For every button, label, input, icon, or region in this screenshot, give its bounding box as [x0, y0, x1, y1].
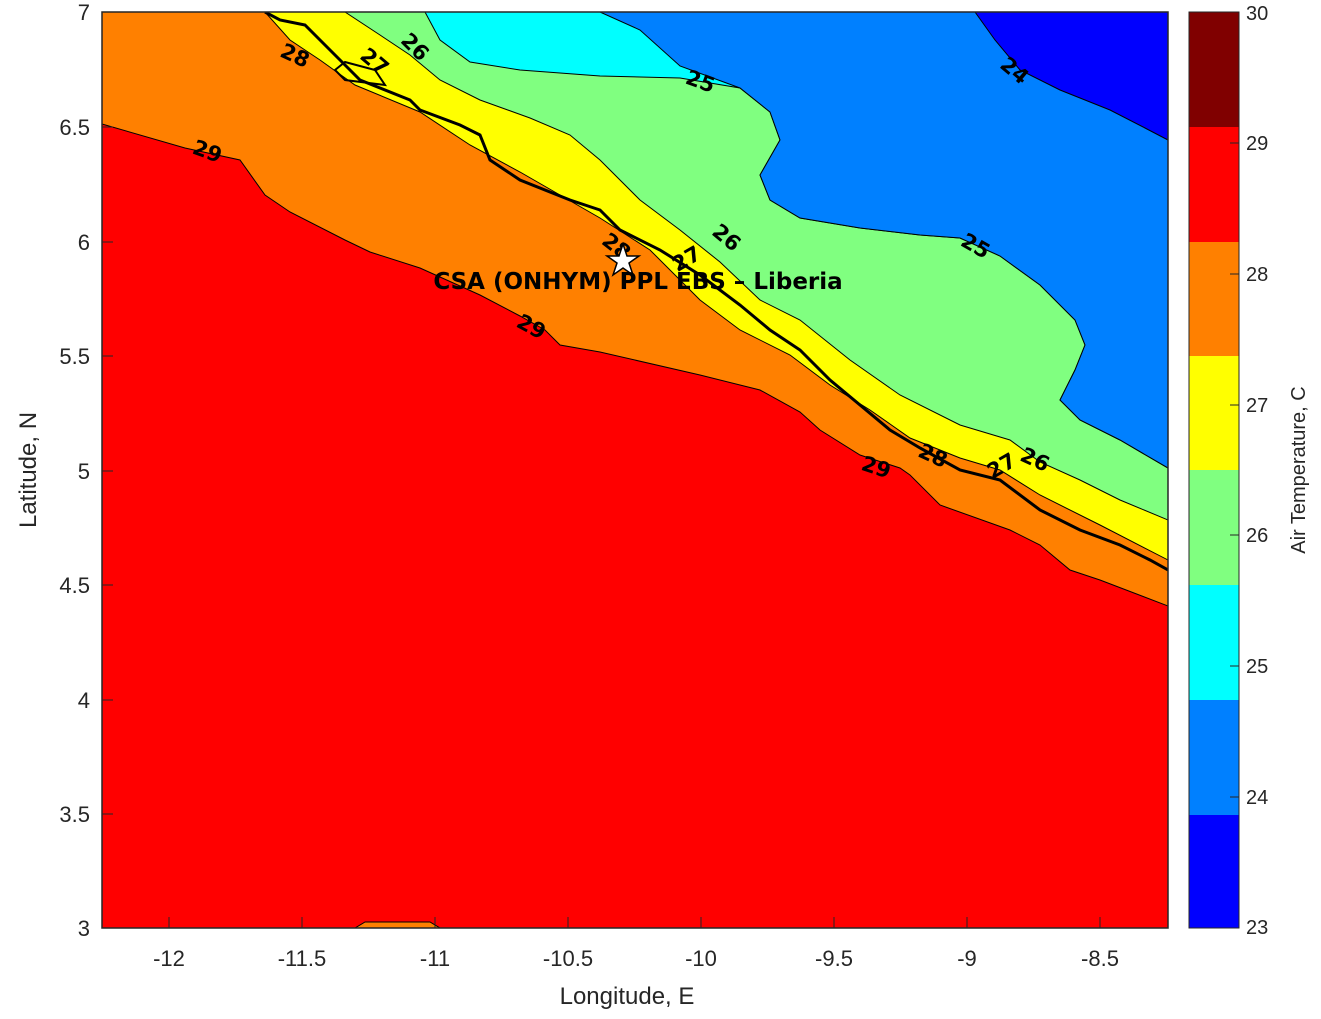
colorbar-swatch: [1189, 127, 1239, 242]
y-tick-label: 3: [78, 916, 90, 941]
x-axis-title: Longitude, E: [560, 983, 695, 1010]
site-label: CSA (ONHYM) PPL EBS – Liberia: [433, 269, 842, 295]
band-24-25: [599, 12, 1168, 469]
x-tick-label: -8.5: [1081, 946, 1119, 971]
x-tick-label: -9: [957, 946, 977, 971]
colorbar-swatch: [1189, 356, 1239, 470]
y-axis-title: Latitude, N: [15, 412, 42, 528]
colorbar: 23 24 25 26 27 28 29 30 Air Temperature,…: [1188, 3, 1310, 939]
x-tick-label: -9.5: [815, 946, 853, 971]
colorbar-title: Air Temperature, C: [1288, 386, 1310, 553]
colorbar-tick-label: 26: [1246, 525, 1268, 547]
colorbar-swatch: [1189, 585, 1239, 700]
y-tick-labels: 3 3.5 4 4.5 5 5.5 6 6.5 7: [59, 0, 90, 941]
x-tick-labels: -12 -11.5 -11 -10.5 -10 -9.5 -9 -8.5: [153, 946, 1119, 971]
colorbar-swatch: [1189, 700, 1239, 815]
x-tick-label: -10.5: [543, 946, 593, 971]
y-tick-label: 3.5: [59, 802, 90, 827]
y-tick-label: 4: [78, 688, 90, 713]
colorbar-tick-label: 28: [1246, 264, 1268, 286]
y-tick-label: 6.5: [59, 115, 90, 140]
site-marker: CSA (ONHYM) PPL EBS – Liberia: [433, 241, 843, 295]
y-tick-label: 7: [78, 0, 90, 25]
band-28-29-bottom: [354, 921, 441, 928]
x-tick-marks: [168, 917, 1101, 928]
colorbar-tick-label: 30: [1246, 3, 1268, 25]
colorbar-swatch: [1189, 242, 1239, 356]
y-tick-label: 5.5: [59, 344, 90, 369]
x-tick-label: -11: [420, 946, 450, 971]
colorbar-tick-label: 27: [1246, 395, 1268, 417]
contour-fill-layer: [102, 12, 1168, 928]
star-icon: [604, 241, 642, 277]
coastline: [264, 12, 1168, 572]
colorbar-swatch: [1189, 12, 1239, 127]
band-23-24: [974, 12, 1168, 141]
y-tick-label: 4.5: [59, 573, 90, 598]
x-tick-label: -11.5: [278, 946, 327, 971]
colorbar-tick-label: 24: [1246, 787, 1268, 809]
colorbar-frame: [1188, 11, 1240, 929]
colorbar-tick-label: 25: [1246, 656, 1268, 678]
y-tick-label: 5: [78, 459, 90, 484]
y-tick-marks: [102, 126, 113, 815]
colorbar-swatch: [1189, 815, 1239, 928]
plot-frame: [101, 11, 1169, 929]
x-tick-label: -12: [153, 946, 185, 971]
colorbar-swatch: [1189, 470, 1239, 585]
colorbar-tick-label: 29: [1246, 133, 1268, 155]
y-tick-label: 6: [78, 230, 90, 255]
x-tick-label: -10: [685, 946, 717, 971]
colorbar-tick-label: 23: [1246, 917, 1268, 939]
